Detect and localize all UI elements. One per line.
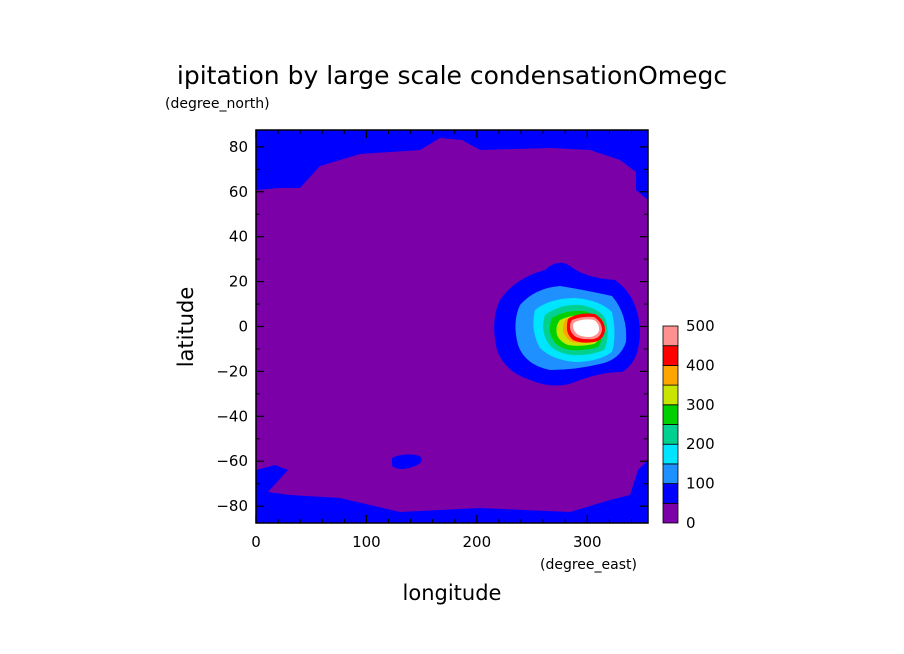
- island-contour: [392, 454, 422, 469]
- colorbar-swatch: [662, 463, 679, 484]
- y-tick-label: 0: [238, 318, 248, 336]
- x-tick-label: 100: [352, 533, 381, 551]
- y-tick-label: 60: [229, 183, 248, 201]
- contour-field: [256, 130, 648, 523]
- x-tick-label: 200: [463, 533, 492, 551]
- colorbar-label: 0: [686, 514, 696, 532]
- x-tick-label: 0: [251, 533, 261, 551]
- colorbar-label: 300: [686, 396, 715, 414]
- colorbar-swatch: [662, 384, 679, 406]
- y-axis-label: latitude: [174, 287, 198, 368]
- colorbar-swatch: [662, 345, 679, 366]
- y-tick-label: 80: [229, 138, 248, 156]
- x-tick-label: 300: [573, 533, 602, 551]
- y-tick-label: −40: [216, 407, 248, 425]
- y-unit-label: (degree_north): [165, 96, 270, 112]
- colorbar-swatch: [662, 443, 679, 465]
- colorbar: 0 100 200 300 400 500: [662, 317, 715, 532]
- colorbar-label: 200: [686, 435, 715, 453]
- chart-title: ipitation by large scale condensationOme…: [177, 61, 727, 90]
- axes: 0 100 200 300 −80 −60 −40 −20 0 20 40 60 80: [216, 130, 648, 551]
- colorbar-swatch: [662, 404, 679, 425]
- colorbar-swatch: [662, 483, 679, 504]
- north-polar-contour: [256, 130, 648, 200]
- south-polar-contour: [256, 460, 648, 523]
- y-tick-label: −60: [216, 452, 248, 470]
- y-tick-label: 20: [229, 273, 248, 291]
- y-tick-label: −80: [216, 497, 248, 515]
- x-axis-label: longitude: [403, 581, 502, 605]
- x-unit-label: (degree_east): [540, 557, 637, 573]
- colorbar-swatch: [662, 424, 679, 445]
- colorbar-label: 400: [686, 356, 715, 374]
- tropical-max-core: [573, 319, 600, 337]
- y-tick-label: −20: [216, 362, 248, 380]
- colorbar-swatch: [662, 325, 679, 347]
- colorbar-label: 500: [686, 317, 715, 335]
- colorbar-swatch: [662, 364, 679, 386]
- colorbar-label: 100: [686, 475, 715, 493]
- colorbar-swatch: [662, 502, 679, 524]
- y-tick-label: 40: [229, 228, 248, 246]
